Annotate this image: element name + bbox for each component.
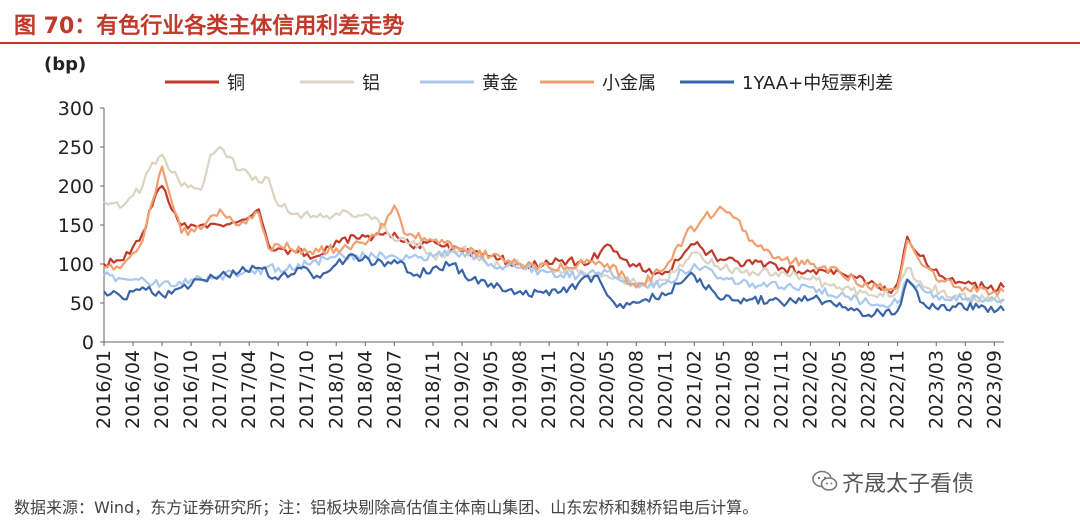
- series-line-2: [103, 249, 1005, 309]
- legend-label-4: 1YAA+中短票利差: [742, 73, 893, 94]
- x-tick-label: 2023/06: [954, 350, 976, 429]
- x-tick-label: 2018/04: [354, 350, 376, 429]
- x-tick-label: 2018/01: [325, 350, 347, 429]
- x-tick-label: 2019/08: [509, 350, 531, 429]
- x-tick-label: 2020/02: [567, 350, 589, 429]
- legend-label-2: 黄金: [482, 73, 518, 94]
- legend-label-3: 小金属: [602, 73, 656, 94]
- x-tick-label: 2023/03: [925, 350, 947, 429]
- x-tick-label: 2019/11: [538, 350, 560, 429]
- x-tick-label: 2018/07: [383, 350, 405, 429]
- x-tick-label: 2021/05: [712, 350, 734, 429]
- x-tick-label: 2022/02: [799, 350, 821, 429]
- x-tick-label: 2017/04: [238, 350, 260, 429]
- x-tick-label: 2023/09: [983, 350, 1005, 429]
- x-tick-label: 2016/07: [151, 350, 173, 429]
- y-tick-label: 100: [58, 254, 94, 276]
- x-tick-label: 2016/10: [180, 350, 202, 429]
- x-tick-label: 2019/02: [451, 350, 473, 429]
- x-tick-label: 2017/07: [267, 350, 289, 429]
- x-tick-label: 2020/11: [654, 350, 676, 429]
- x-tick-label: 2021/08: [741, 350, 763, 429]
- x-tick-label: 2021/11: [770, 350, 792, 429]
- series-line-4: [103, 253, 1005, 318]
- x-tick-label: 2017/01: [209, 350, 231, 429]
- x-tick-label: 2016/04: [122, 350, 144, 429]
- y-tick-label: 0: [82, 332, 94, 354]
- y-tick-label: 150: [58, 215, 94, 237]
- x-tick-label: 2022/05: [828, 350, 850, 429]
- wechat-icon: [812, 470, 838, 491]
- y-tick-label: 300: [58, 98, 94, 120]
- x-tick-label: 2022/11: [887, 350, 909, 429]
- x-tick-label: 2022/08: [858, 350, 880, 429]
- x-tick-label: 2017/10: [296, 350, 318, 429]
- chart-title: 图 70：有色行业各类主体信用利差走势: [14, 14, 405, 39]
- x-tick-label: 2016/01: [93, 350, 115, 429]
- watermark: 齐晟太子看债: [842, 472, 975, 497]
- y-axis-unit: (bp): [44, 54, 87, 75]
- legend-label-1: 铝: [362, 73, 380, 94]
- line-chart: 0 50 100 150 200 250 300 2016/01 2016/04 2016/07 2…: [58, 73, 1006, 429]
- y-tick-label: 200: [58, 176, 94, 198]
- legend-label-0: 铜: [227, 73, 245, 94]
- series-line-3: [103, 165, 1005, 297]
- y-tick-label: 250: [58, 137, 94, 159]
- y-tick-label: 50: [70, 293, 94, 315]
- source-note: 数据来源：Wind，东方证券研究所；注：铝板块剔除高估值主体南山集团、山东宏桥和…: [14, 498, 759, 517]
- x-tick-label: 2019/05: [480, 350, 502, 429]
- x-tick-label: 2021/02: [683, 350, 705, 429]
- x-tick-label: 2020/05: [596, 350, 618, 429]
- title-divider: [0, 42, 1080, 44]
- x-tick-label: 2018/11: [422, 350, 444, 429]
- x-tick-label: 2020/08: [625, 350, 647, 429]
